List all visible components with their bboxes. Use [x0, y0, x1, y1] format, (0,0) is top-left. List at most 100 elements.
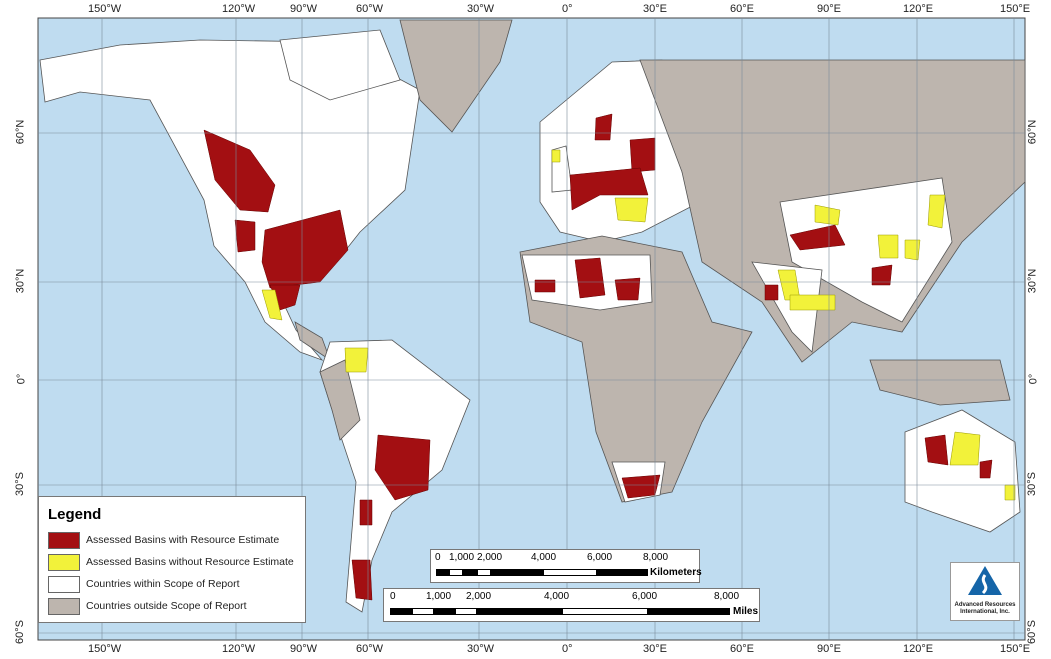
scale-tick: 0: [435, 552, 441, 563]
lon-label: 90°W: [290, 3, 318, 15]
basin-south-africa: [621, 474, 661, 499]
lat-label: 30°N: [14, 268, 27, 294]
lon-label: 0°: [562, 3, 573, 15]
lon-label-bottom: 120°W: [222, 643, 256, 655]
basin-pakistan: [764, 284, 779, 301]
basin-india-central: [789, 294, 836, 311]
scale-bar-km-graphic: [436, 569, 648, 576]
legend-swatch-yellow: [48, 553, 80, 571]
basin-us-west: [234, 219, 256, 253]
lon-label: 120°W: [222, 3, 256, 15]
lon-label-bottom: 0°: [562, 643, 573, 655]
basin-australia-se: [1004, 484, 1016, 501]
basin-colombia: [344, 347, 369, 373]
basin-china-northeast: [927, 194, 946, 229]
legend-swatch-gray: [48, 597, 80, 615]
scale-tick: 1,000: [426, 591, 452, 602]
basin-argentina: [359, 499, 373, 526]
legend-label: Assessed Basins without Resource Estimat…: [86, 556, 294, 568]
greenland: [399, 19, 513, 133]
scale-tick: 8,000: [643, 552, 669, 563]
lon-label: 60°W: [356, 3, 384, 15]
logo-text: Advanced Resources: [954, 602, 1016, 608]
scale-tick: 6,000: [632, 591, 658, 602]
scale-tick: 2,000: [466, 591, 492, 602]
lat-label-right: 30°N: [1026, 268, 1039, 294]
legend-title: Legend: [48, 506, 102, 523]
basin-patagonia: [351, 559, 373, 601]
logo-text: International, Inc.: [960, 609, 1010, 615]
scale-tick: 4,000: [531, 552, 557, 563]
lon-label-bottom: 30°E: [643, 643, 667, 655]
legend-swatch-white: [48, 575, 80, 593]
lon-label-bottom: 90°E: [817, 643, 841, 655]
legend-item: Countries within Scope of Report: [48, 573, 305, 595]
basin-europe-north: [594, 113, 613, 141]
lon-label: 30°W: [467, 3, 495, 15]
lon-label: 150°W: [88, 3, 122, 15]
scale-tick: 0: [390, 591, 396, 602]
legend-label: Assessed Basins with Resource Estimate: [86, 534, 280, 546]
lon-label: 60°E: [730, 3, 754, 15]
scale-unit: Kilometers: [650, 567, 702, 578]
basin-china-ordos: [877, 234, 899, 259]
basin-australia-east: [979, 459, 993, 479]
lat-label: 60°S: [13, 620, 26, 644]
lat-label-right: 30°S: [1025, 472, 1038, 496]
basin-libya: [614, 277, 641, 301]
lat-label: 60°N: [14, 119, 27, 145]
legend-label: Countries outside Scope of Report: [86, 600, 247, 612]
basin-poland: [629, 137, 656, 173]
legend-item: Assessed Basins without Resource Estimat…: [48, 551, 305, 573]
basin-china-yellow: [814, 204, 841, 226]
scale-bar-miles-graphic: [390, 608, 730, 615]
ari-logo-mark-icon: [968, 566, 1002, 595]
lon-label: 90°E: [817, 3, 841, 15]
basin-mexico-yellow: [261, 289, 283, 321]
scale-unit: Miles: [733, 606, 759, 617]
lon-label-bottom: 120°E: [903, 643, 934, 655]
basin-europe-central: [569, 167, 649, 211]
basin-australia-west: [924, 434, 949, 466]
lon-label: 150°E: [1000, 3, 1031, 15]
lat-label: 30°S: [13, 472, 26, 496]
basin-australia-yellow: [949, 431, 981, 466]
legend-item: Assessed Basins with Resource Estimate: [48, 529, 305, 551]
basin-western-canada: [203, 129, 276, 213]
basin-china-tarim: [789, 224, 846, 251]
legend-swatch-red: [48, 531, 80, 549]
central-america-gray: [294, 321, 331, 362]
lon-label-bottom: 150°E: [1000, 643, 1031, 655]
legend: Legend Assessed Basins with Resource Est…: [38, 496, 306, 623]
legend-label: Countries within Scope of Report: [86, 578, 240, 590]
basin-europe-yellow: [614, 197, 649, 223]
indonesia: [869, 359, 1011, 406]
lon-label: 120°E: [903, 3, 934, 15]
lat-label-right: 60°N: [1026, 119, 1039, 145]
lon-label-bottom: 60°W: [356, 643, 384, 655]
basin-north-africa: [574, 257, 606, 299]
basin-china-east: [904, 239, 921, 261]
basin-china-sichuan: [871, 264, 893, 286]
basin-morocco: [534, 279, 556, 293]
graticule: [38, 18, 1025, 640]
ari-logo: Advanced Resources International, Inc.: [950, 562, 1020, 621]
lon-label: 30°E: [643, 3, 667, 15]
lon-label-bottom: 150°W: [88, 643, 122, 655]
scale-tick: 6,000: [587, 552, 613, 563]
scale-bar-miles: 0 1,000 2,000 4,000 6,000 8,000 Miles: [383, 588, 760, 622]
lat-label: 0°: [15, 373, 28, 385]
lat-label-right: 60°S: [1025, 620, 1038, 644]
canadian-islands: [279, 29, 401, 101]
lon-label-bottom: 90°W: [290, 643, 318, 655]
scale-tick: 1,000: [449, 552, 475, 563]
scale-tick: 8,000: [714, 591, 740, 602]
basin-uk-yellow: [551, 149, 561, 163]
lon-label-bottom: 30°W: [467, 643, 495, 655]
scale-tick: 2,000: [477, 552, 503, 563]
lat-label-right: 0°: [1027, 373, 1040, 385]
india: [751, 261, 823, 353]
legend-item: Countries outside Scope of Report: [48, 595, 305, 617]
scale-tick: 4,000: [544, 591, 570, 602]
